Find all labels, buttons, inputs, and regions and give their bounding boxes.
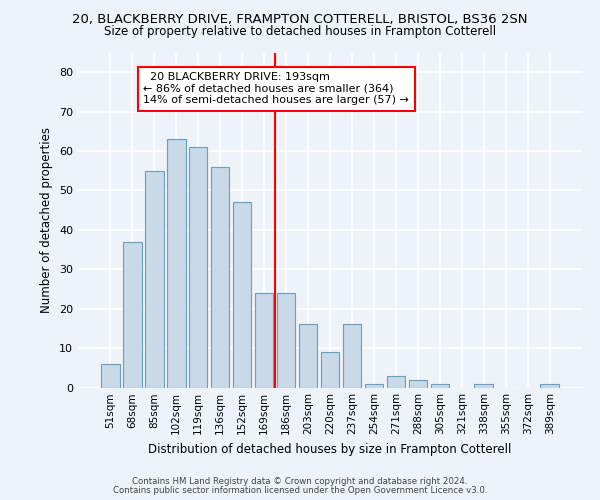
Bar — [475, 384, 493, 388]
Bar — [145, 170, 164, 388]
Bar — [365, 384, 383, 388]
Text: Contains public sector information licensed under the Open Government Licence v3: Contains public sector information licen… — [113, 486, 487, 495]
X-axis label: Distribution of detached houses by size in Frampton Cotterell: Distribution of detached houses by size … — [148, 443, 512, 456]
Bar — [167, 139, 185, 388]
Text: 20, BLACKBERRY DRIVE, FRAMPTON COTTERELL, BRISTOL, BS36 2SN: 20, BLACKBERRY DRIVE, FRAMPTON COTTERELL… — [72, 12, 528, 26]
Y-axis label: Number of detached properties: Number of detached properties — [40, 127, 53, 313]
Text: 20 BLACKBERRY DRIVE: 193sqm
← 86% of detached houses are smaller (364)
14% of se: 20 BLACKBERRY DRIVE: 193sqm ← 86% of det… — [143, 72, 409, 106]
Bar — [233, 202, 251, 388]
Bar — [255, 293, 274, 388]
Bar — [386, 376, 405, 388]
Bar — [277, 293, 295, 388]
Bar — [211, 167, 229, 388]
Bar — [431, 384, 449, 388]
Bar — [409, 380, 427, 388]
Bar — [101, 364, 119, 388]
Bar — [189, 147, 208, 388]
Bar — [343, 324, 361, 388]
Text: Contains HM Land Registry data © Crown copyright and database right 2024.: Contains HM Land Registry data © Crown c… — [132, 477, 468, 486]
Text: Size of property relative to detached houses in Frampton Cotterell: Size of property relative to detached ho… — [104, 25, 496, 38]
Bar — [541, 384, 559, 388]
Bar — [320, 352, 340, 388]
Bar — [123, 242, 142, 388]
Bar — [299, 324, 317, 388]
